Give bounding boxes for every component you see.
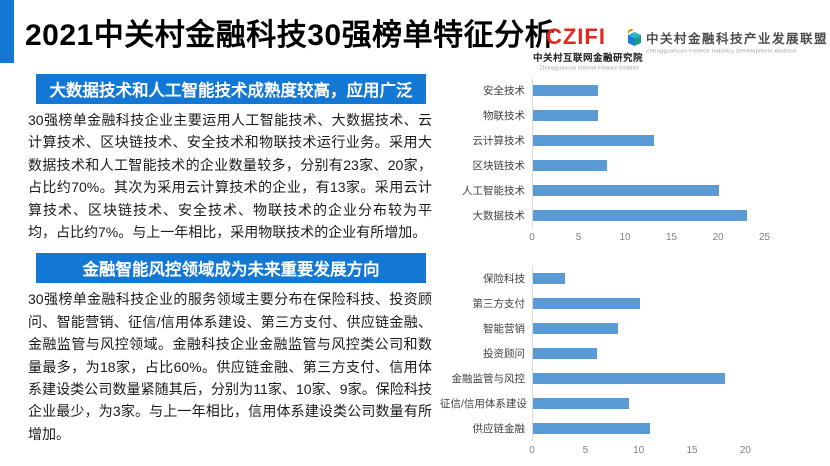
charts-column: 安全技术物联技术云计算技术区块链技术人工智能技术大数据技术 0 5 10 15 20 25…: [440, 78, 824, 458]
data-bar: [533, 160, 608, 171]
cube-icon: [626, 28, 643, 52]
service-field-bar-chart: 保险科技第三方支付智能营销投资顾问金融监管与风控征信/信用体系建设供应链金融 0…: [440, 266, 824, 458]
bar-track: [532, 128, 824, 153]
x-tick-label: 25: [758, 232, 771, 243]
chart-row: 安全技术: [440, 78, 824, 103]
x-tick-label: 20: [712, 232, 724, 243]
data-bar: [533, 398, 630, 409]
bar-track: [532, 103, 824, 128]
chart-row: 征信/信用体系建设: [440, 391, 824, 416]
category-label: 大数据技术: [472, 210, 526, 222]
chart-row: 供应链金融: [440, 416, 824, 441]
x-axis: 0 5 10 15 20 25: [529, 228, 824, 245]
czifi-institute-name: 中关村互联网金融研究院: [532, 53, 643, 64]
data-bar: [533, 210, 747, 221]
x-tick-label: 0: [529, 445, 535, 456]
bar-track: [532, 341, 824, 366]
bar-track: [532, 391, 824, 416]
czifi-wordmark: CZIFI: [545, 24, 606, 49]
technology-chart-axis: 0 5 10 15 20 25: [440, 228, 824, 245]
chart-row: 云计算技术: [440, 128, 824, 153]
bar-track: [532, 178, 824, 203]
chart-row: 区块链技术: [440, 153, 824, 178]
bar-track: [532, 266, 824, 291]
chart-row: 智能营销: [440, 316, 824, 341]
bar-track: [532, 366, 824, 391]
alliance-logo: 中关村金融科技产业发展联盟 Zhongguancun Fintech Indus…: [626, 26, 828, 55]
category-label: 区块链技术: [472, 160, 526, 172]
chart-row: 大数据技术: [440, 203, 824, 228]
category-label: 物联技术: [483, 110, 525, 122]
bar-track: [532, 416, 824, 441]
data-bar: [533, 348, 598, 359]
czifi-institute-name-en: Zhongguancun Internet Finance Institute: [539, 65, 639, 71]
x-tick-label: 5: [575, 232, 582, 243]
category-label: 供应链金融: [472, 423, 526, 435]
logo-group: CZIFI 中关村互联网金融研究院 Zhongguancun Internet …: [533, 26, 828, 72]
title-accent-bar: [0, 0, 14, 63]
bar-track: [532, 316, 824, 341]
category-label: 征信/信用体系建设: [440, 398, 527, 410]
service-chart-rows: 保险科技第三方支付智能营销投资顾问金融监管与风控征信/信用体系建设供应链金融: [440, 266, 824, 441]
section-body-service: 30强榜单金融科技企业的服务领域主要分布在保险科技、投资顾问、智能营销、征信/信…: [28, 291, 432, 442]
section-heading-service: 金融智能风控领域成为未来重要发展方向: [36, 253, 426, 284]
alliance-name: 中关村金融科技产业发展联盟: [645, 32, 828, 46]
chart-row: 物联技术: [440, 103, 824, 128]
chart-row: 投资顾问: [440, 341, 824, 366]
category-label: 第三方支付: [472, 298, 526, 310]
analysis-text-column: 大数据技术和人工智能技术成熟度较高，应用广泛 30强榜单金融科技企业主要运用人工…: [28, 74, 432, 455]
x-tick-label: 15: [686, 445, 698, 456]
alliance-text: 中关村金融科技产业发展联盟 Zhongguancun Fintech Indus…: [646, 28, 828, 55]
chart-row: 第三方支付: [440, 291, 824, 316]
data-bar: [533, 323, 619, 334]
category-label: 人工智能技术: [462, 185, 525, 197]
data-bar: [533, 110, 599, 121]
x-tick-label: 0: [529, 232, 535, 243]
category-label: 云计算技术: [472, 135, 526, 147]
section-body-technology: 30强榜单金融科技企业主要运用人工智能技术、大数据技术、云计算技术、区块链技术、…: [28, 112, 432, 241]
bar-track: [532, 203, 824, 228]
alliance-name-en: Zhongguancun Fintech Industry Developmen…: [645, 49, 797, 55]
category-label: 智能营销: [483, 323, 525, 335]
chart-row: 人工智能技术: [440, 178, 824, 203]
x-tick-label: 15: [665, 232, 678, 243]
axis-spacer: [440, 441, 532, 458]
technology-bar-chart: 安全技术物联技术云计算技术区块链技术人工智能技术大数据技术 0 5 10 15 20 25: [440, 78, 824, 245]
chart-row: 保险科技: [440, 266, 824, 291]
chart-row: 金融监管与风控: [440, 366, 824, 391]
data-bar: [533, 85, 599, 96]
category-label: 保险科技: [483, 273, 525, 285]
bar-track: [532, 153, 824, 178]
category-label: 安全技术: [483, 85, 525, 97]
data-bar: [533, 273, 565, 284]
bar-track: [532, 78, 824, 103]
bar-track: [532, 291, 824, 316]
x-tick-label: 10: [619, 232, 631, 243]
technology-chart-rows: 安全技术物联技术云计算技术区块链技术人工智能技术大数据技术: [440, 78, 824, 228]
x-tick-label: 5: [582, 445, 589, 456]
axis-spacer: [440, 228, 532, 245]
data-bar: [533, 423, 651, 434]
section-heading-technology: 大数据技术和人工智能技术成熟度较高，应用广泛: [36, 74, 426, 104]
data-bar: [533, 185, 719, 196]
data-bar: [533, 135, 654, 146]
page-title: 2021中关村金融科技30强榜单特征分析: [25, 19, 556, 52]
data-bar: [533, 298, 640, 309]
x-axis: 0 5 10 15 20: [529, 441, 824, 458]
category-label: 投资顾问: [483, 348, 525, 360]
x-tick-label: 20: [739, 445, 751, 456]
service-chart-axis: 0 5 10 15 20: [440, 441, 824, 458]
czifi-logo: CZIFI 中关村互联网金融研究院 Zhongguancun Internet …: [532, 24, 643, 72]
category-label: 金融监管与风控: [451, 373, 526, 385]
x-tick-label: 10: [633, 445, 645, 456]
data-bar: [533, 373, 726, 384]
